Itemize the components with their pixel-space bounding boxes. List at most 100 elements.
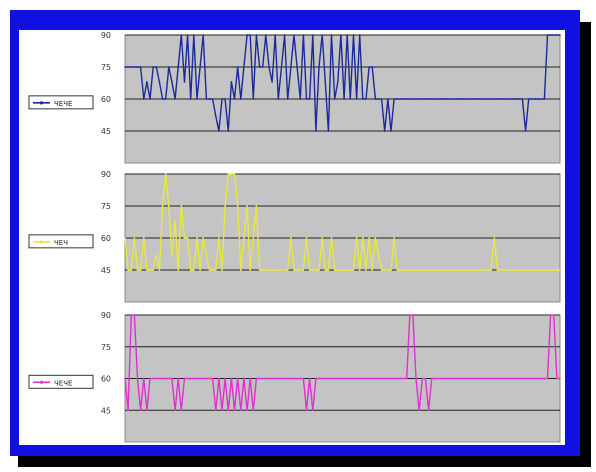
data-point <box>465 377 467 380</box>
data-point <box>274 269 277 271</box>
data-point <box>296 66 298 68</box>
data-point <box>365 269 367 271</box>
data-point <box>158 81 161 83</box>
data-point <box>393 98 395 100</box>
data-point <box>415 269 417 271</box>
data-point <box>434 377 436 380</box>
data-point <box>505 377 508 380</box>
data-point <box>180 205 183 207</box>
data-point <box>139 409 142 412</box>
data-point <box>412 98 414 100</box>
data-point <box>180 409 183 412</box>
data-point <box>142 237 145 239</box>
data-point <box>158 269 161 271</box>
data-point <box>233 173 236 175</box>
data-point <box>499 269 502 271</box>
data-point <box>449 377 452 380</box>
data-point <box>177 66 180 68</box>
data-point <box>424 269 427 271</box>
data-point <box>177 269 180 271</box>
data-point <box>271 377 273 380</box>
data-point <box>380 269 383 271</box>
data-point <box>402 269 405 271</box>
data-point <box>349 377 352 380</box>
data-point <box>164 98 167 100</box>
data-point <box>377 377 380 380</box>
data-point <box>377 254 380 256</box>
data-point <box>518 269 521 271</box>
data-point <box>556 377 558 380</box>
data-point <box>283 269 286 271</box>
data-point <box>371 66 374 68</box>
data-point <box>205 254 208 256</box>
data-point <box>221 269 223 271</box>
data-point <box>430 377 433 380</box>
data-point <box>440 377 442 380</box>
data-point <box>387 98 389 100</box>
data-point <box>277 269 280 271</box>
data-point <box>452 269 455 271</box>
data-point <box>189 269 192 271</box>
data-point <box>531 98 533 100</box>
data-point <box>399 98 402 100</box>
data-point <box>377 98 380 100</box>
data-point <box>340 269 342 271</box>
legend-box-3 <box>28 374 94 389</box>
data-point <box>283 377 286 380</box>
data-point <box>493 98 496 100</box>
data-point <box>499 98 502 100</box>
data-point <box>330 377 333 380</box>
data-point <box>477 269 480 271</box>
data-point <box>531 269 533 271</box>
data-point <box>164 377 167 380</box>
data-point <box>349 269 352 271</box>
data-point <box>346 269 348 271</box>
data-point <box>418 269 420 271</box>
data-point <box>305 409 308 412</box>
data-point <box>402 377 405 380</box>
data-point <box>490 377 492 380</box>
data-point <box>299 98 302 100</box>
data-point <box>365 98 367 100</box>
data-point <box>261 66 264 68</box>
data-point <box>136 377 139 380</box>
data-point <box>346 377 348 380</box>
data-point <box>546 34 549 36</box>
data-point <box>193 377 195 380</box>
data-point <box>515 269 517 271</box>
data-point <box>239 409 242 412</box>
data-point <box>286 269 289 271</box>
data-point <box>487 377 489 380</box>
data-point <box>549 314 552 316</box>
data-point <box>434 98 436 100</box>
data-point <box>527 377 530 380</box>
data-point <box>537 269 539 271</box>
data-point <box>543 269 546 271</box>
data-point <box>446 377 449 380</box>
data-point <box>393 377 395 380</box>
data-point <box>239 98 242 100</box>
data-point <box>158 377 161 380</box>
data-point <box>311 269 314 271</box>
data-point <box>556 269 558 271</box>
data-point <box>208 269 211 271</box>
y-tick-label: 75 <box>101 343 111 352</box>
data-point <box>249 34 251 36</box>
data-point <box>324 269 327 271</box>
data-point <box>368 377 370 380</box>
data-point <box>552 269 555 271</box>
data-point <box>255 34 258 36</box>
data-point <box>446 98 449 100</box>
data-point <box>202 237 205 239</box>
data-point <box>168 66 170 68</box>
data-point <box>252 409 255 412</box>
y-tick-label: 60 <box>101 234 111 243</box>
data-point <box>236 66 239 68</box>
y-tick-label: 75 <box>101 63 111 72</box>
data-point <box>330 34 333 36</box>
data-point <box>174 409 176 412</box>
data-point <box>556 34 558 36</box>
data-point <box>559 269 561 271</box>
data-point <box>308 98 311 100</box>
data-point <box>268 66 270 68</box>
